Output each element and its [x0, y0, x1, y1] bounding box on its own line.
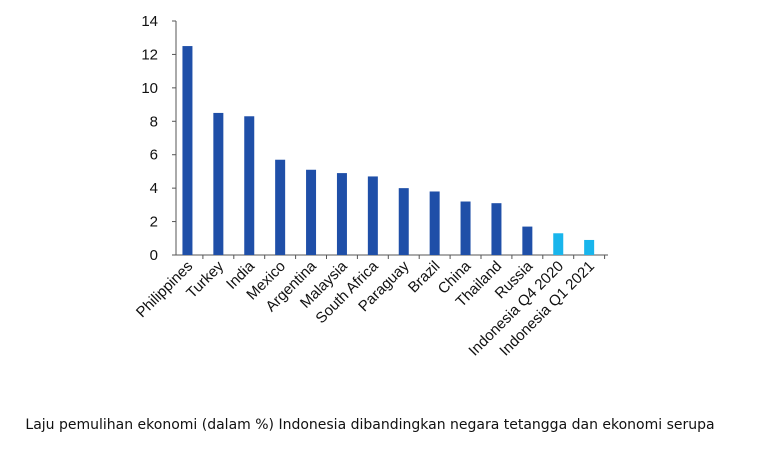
bar-paraguay: [398, 188, 409, 255]
y-tick-label: 14: [141, 13, 158, 30]
y-tick-label: 0: [150, 247, 158, 264]
x-axis-ticks: [202, 255, 606, 259]
bar-india: [244, 116, 255, 256]
bars-group: [182, 46, 595, 256]
bar-mexico: [275, 159, 286, 255]
bar-thailand: [491, 203, 502, 255]
bar-brazil: [429, 191, 440, 255]
x-category-label: Brazil: [405, 258, 444, 297]
bar-indonesia-q1-2021: [584, 239, 595, 255]
y-tick-label: 8: [150, 113, 158, 130]
figure-caption: Laju pemulihan ekonomi (dalam %) Indones…: [25, 417, 715, 433]
bar-indonesia-q4-2020: [553, 233, 564, 255]
bar-south-africa: [367, 176, 378, 255]
y-tick-label: 6: [150, 147, 158, 164]
bar-malaysia: [336, 173, 347, 255]
y-axis-ticks: 0 2 4 6 8 10 12 14: [141, 13, 176, 264]
bar-china: [460, 201, 471, 255]
bar-russia: [522, 226, 533, 255]
y-tick-label: 2: [150, 214, 158, 231]
y-tick-label: 4: [150, 180, 158, 197]
y-tick-label: 10: [141, 80, 158, 97]
category-labels: PhilippinesTurkeyIndiaMexicoArgentinaMal…: [133, 257, 598, 359]
bar-argentina: [306, 169, 317, 255]
y-tick-label: 12: [141, 46, 158, 63]
bar-turkey: [213, 112, 224, 255]
bar-philippines: [182, 46, 193, 256]
bar-chart: 0 2 4 6 8 10 12 14 PhilippinesTurkeyIndiaMexico…: [133, 13, 608, 359]
chart-area: 0 2 4 6 8 10 12 14 Philippines Turkey India Mexico…: [133, 13, 608, 359]
